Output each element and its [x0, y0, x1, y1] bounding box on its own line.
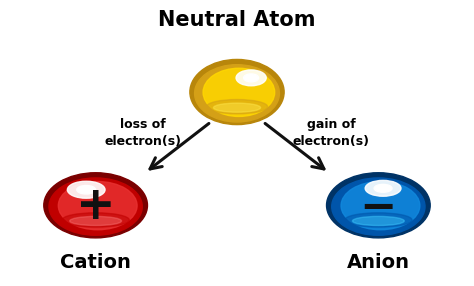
Ellipse shape	[44, 173, 147, 238]
Ellipse shape	[195, 65, 279, 122]
Ellipse shape	[332, 178, 425, 235]
Ellipse shape	[341, 182, 420, 230]
Text: Cation: Cation	[60, 253, 131, 273]
Ellipse shape	[203, 68, 275, 116]
Ellipse shape	[345, 213, 412, 227]
Text: Neutral Atom: Neutral Atom	[158, 10, 316, 30]
Ellipse shape	[213, 103, 261, 112]
Ellipse shape	[190, 59, 284, 125]
Ellipse shape	[67, 181, 105, 198]
Ellipse shape	[365, 180, 401, 196]
Ellipse shape	[353, 217, 404, 225]
Ellipse shape	[70, 217, 121, 225]
Text: +: +	[76, 184, 116, 229]
Text: −: −	[360, 186, 397, 229]
Ellipse shape	[77, 186, 96, 194]
Ellipse shape	[62, 213, 129, 227]
Text: Anion: Anion	[347, 253, 410, 273]
Ellipse shape	[58, 182, 137, 230]
Text: loss of
electron(s): loss of electron(s)	[104, 118, 181, 148]
Ellipse shape	[49, 178, 142, 235]
Ellipse shape	[374, 184, 392, 192]
Ellipse shape	[236, 70, 266, 86]
Ellipse shape	[206, 100, 268, 114]
Text: gain of
electron(s): gain of electron(s)	[293, 118, 370, 148]
Ellipse shape	[244, 74, 259, 82]
Ellipse shape	[327, 173, 430, 238]
